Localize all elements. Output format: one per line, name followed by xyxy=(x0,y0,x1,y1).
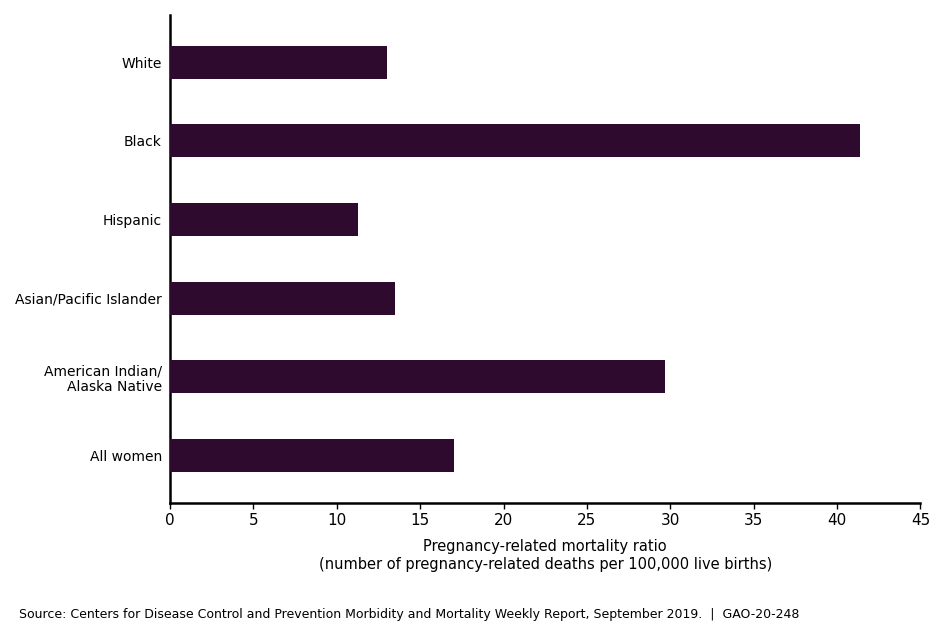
Bar xyxy=(170,124,859,157)
Bar xyxy=(170,360,665,393)
Bar xyxy=(170,281,395,314)
X-axis label: Pregnancy-related mortality ratio
(number of pregnancy-related deaths per 100,00: Pregnancy-related mortality ratio (numbe… xyxy=(318,539,771,572)
Text: Source: Centers for Disease Control and Prevention Morbidity and Mortality Weekl: Source: Centers for Disease Control and … xyxy=(19,608,799,621)
Bar xyxy=(170,439,453,472)
Bar xyxy=(170,46,386,79)
Bar xyxy=(170,203,358,236)
